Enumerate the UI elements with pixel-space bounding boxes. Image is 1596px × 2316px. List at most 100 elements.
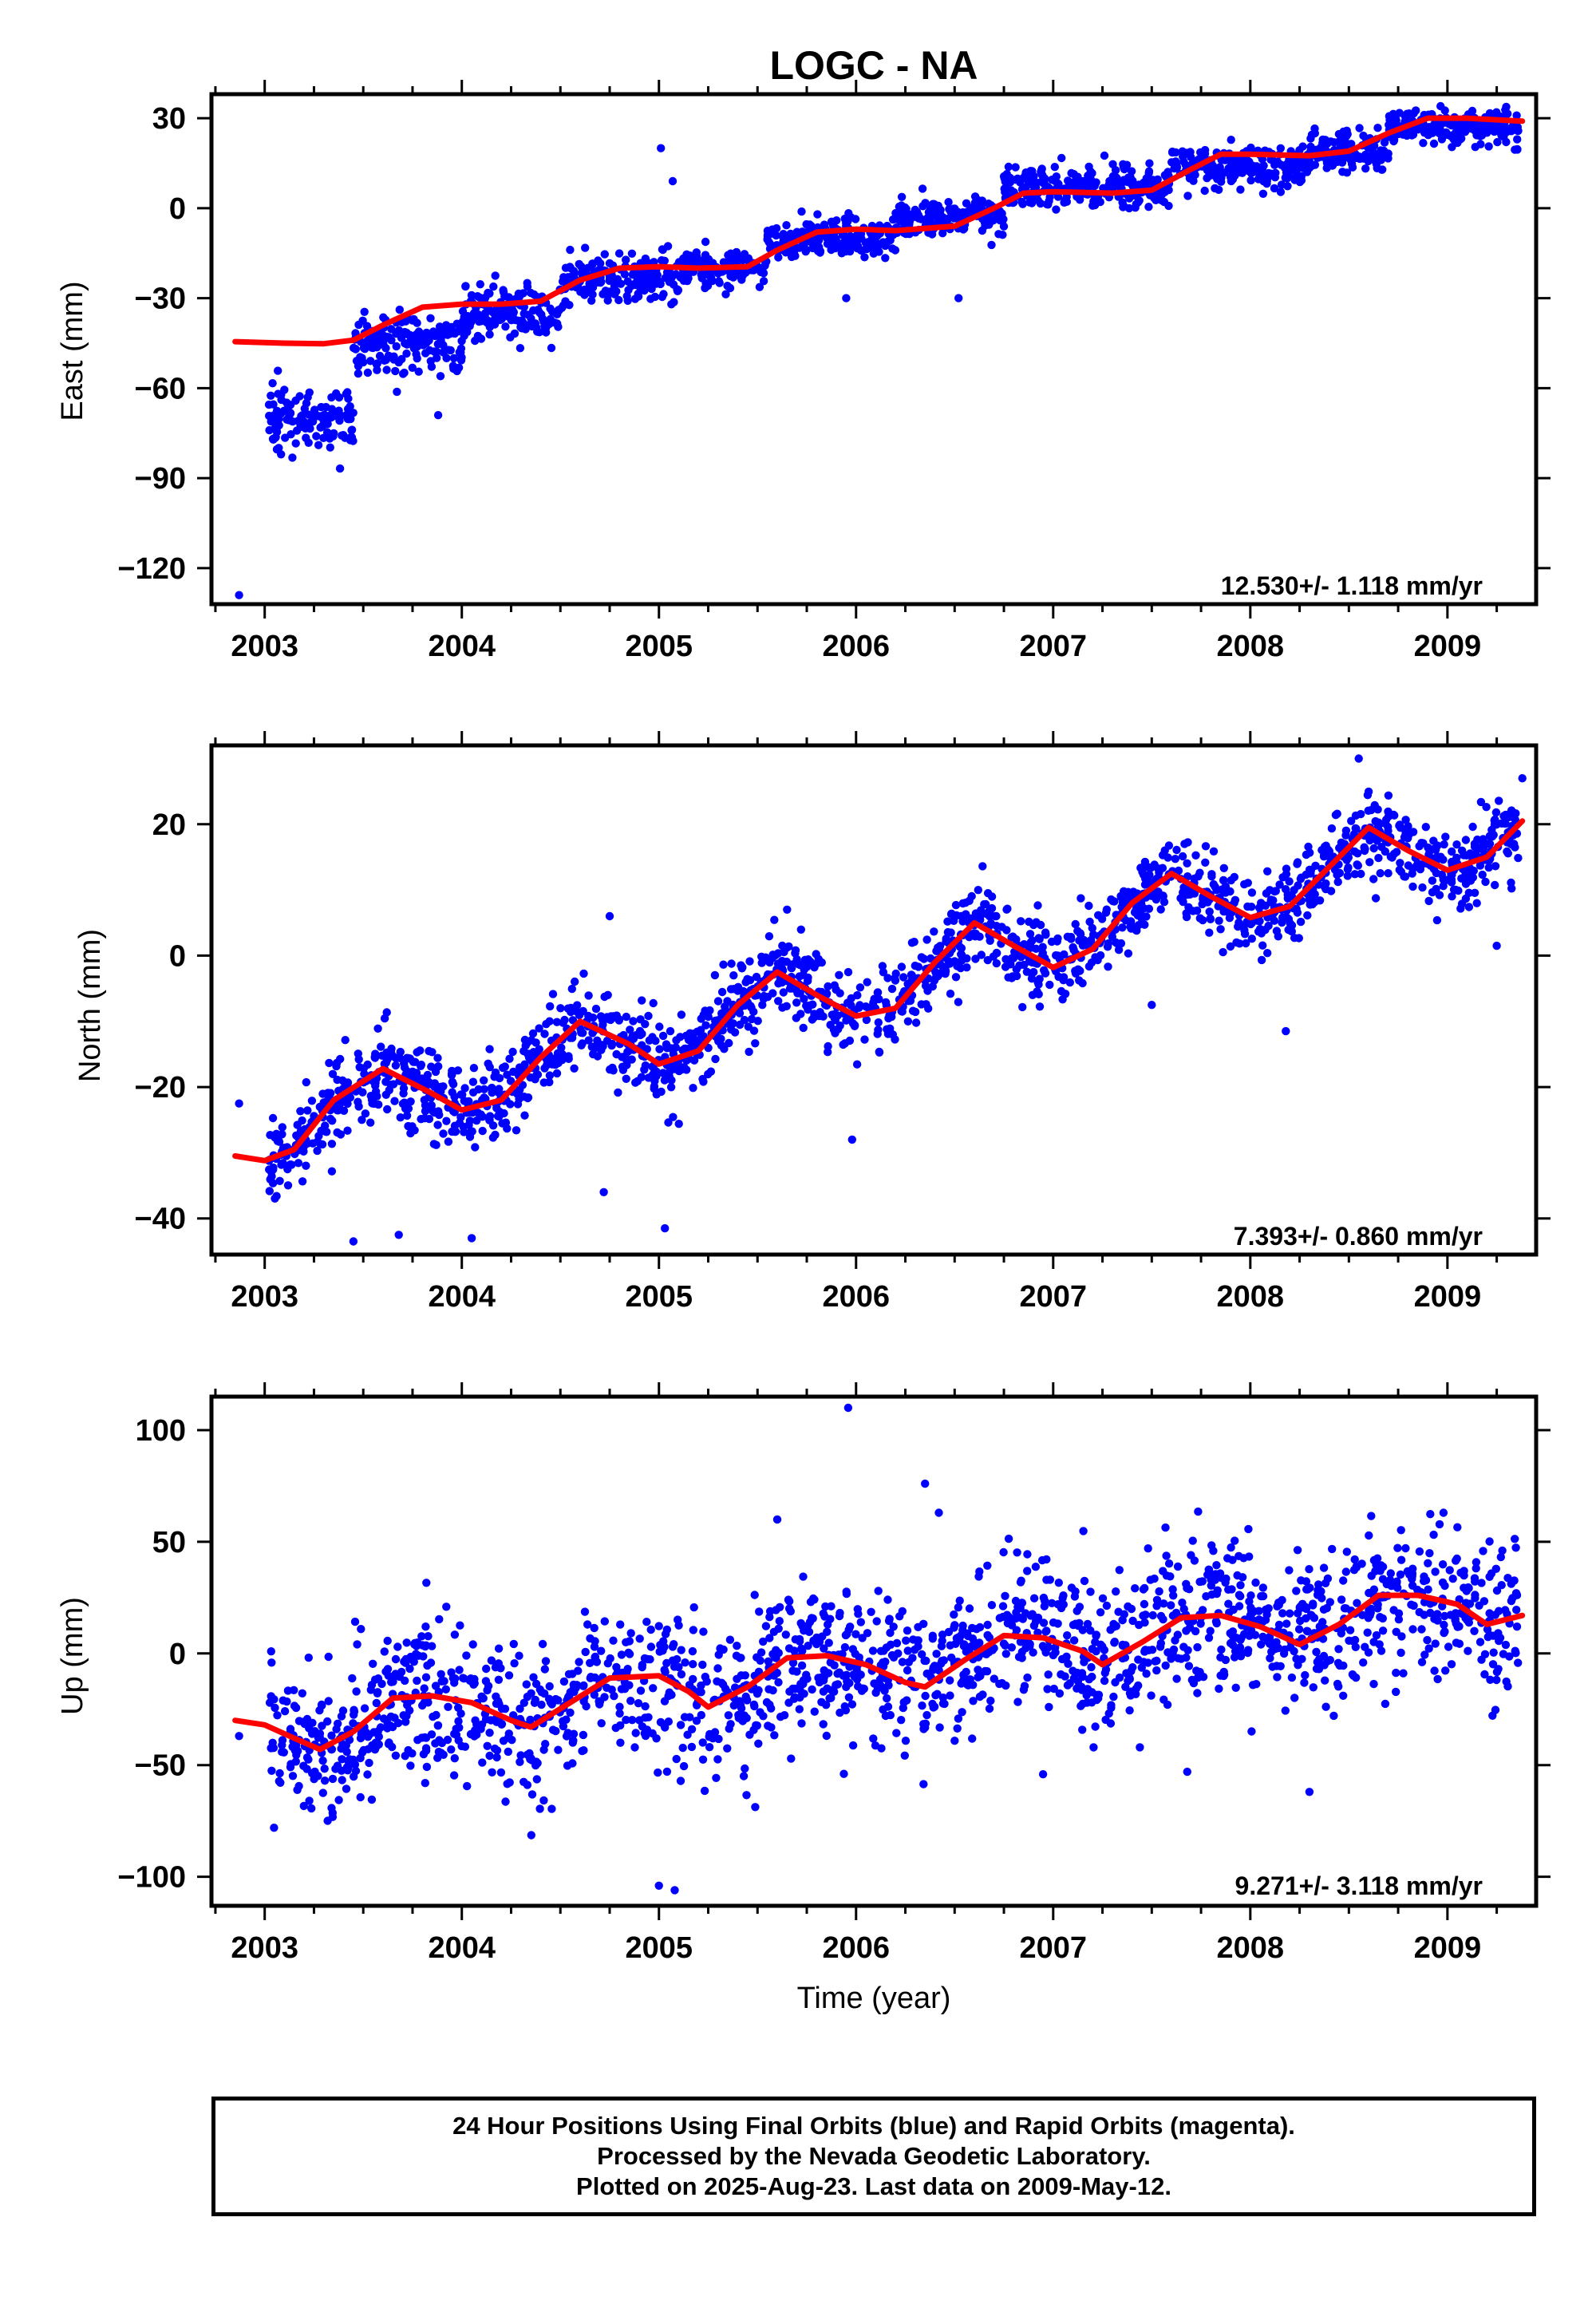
north-data-point bbox=[1033, 901, 1042, 910]
east-data-point bbox=[778, 231, 787, 241]
up-data-point bbox=[1441, 1666, 1450, 1675]
up-data-point bbox=[689, 1603, 698, 1612]
up-data-point bbox=[1159, 1567, 1167, 1575]
north-data-point bbox=[1261, 901, 1270, 911]
north-data-point bbox=[572, 1007, 581, 1016]
east-data-point bbox=[667, 300, 676, 309]
north-data-point bbox=[529, 1048, 538, 1057]
north-data-point bbox=[1219, 887, 1228, 896]
north-data-point bbox=[1232, 938, 1241, 947]
north-data-point bbox=[448, 1080, 458, 1089]
north-data-point bbox=[1172, 845, 1181, 855]
east-data-point bbox=[992, 213, 1001, 223]
east-data-point bbox=[379, 313, 388, 322]
east-data-point bbox=[1513, 126, 1522, 135]
up-data-point bbox=[468, 1640, 477, 1649]
north-data-point bbox=[1478, 870, 1487, 879]
up-data-point bbox=[1333, 1679, 1342, 1689]
up-data-point bbox=[1350, 1555, 1359, 1564]
up-data-point bbox=[635, 1716, 644, 1725]
up-data-point bbox=[1408, 1625, 1417, 1634]
north-data-point bbox=[792, 998, 801, 1007]
north-data-point bbox=[1293, 858, 1302, 867]
north-data-point bbox=[363, 1060, 372, 1069]
east-data-point bbox=[343, 388, 352, 397]
north-data-point bbox=[349, 1237, 358, 1246]
north-data-point bbox=[439, 1129, 448, 1138]
north-x-tick-label: 2007 bbox=[1020, 1280, 1088, 1314]
up-data-point bbox=[367, 1795, 377, 1804]
north-data-point bbox=[677, 1010, 686, 1019]
east-data-point bbox=[397, 334, 406, 342]
east-data-point bbox=[575, 259, 583, 269]
east-data-point bbox=[1354, 152, 1363, 161]
north-data-point bbox=[631, 1078, 640, 1087]
up-data-point bbox=[539, 1796, 548, 1805]
up-data-point bbox=[1378, 1575, 1388, 1583]
north-data-point bbox=[761, 953, 770, 962]
north-data-point bbox=[268, 1113, 278, 1123]
up-data-point bbox=[1300, 1678, 1309, 1687]
east-data-point bbox=[277, 390, 286, 399]
up-data-point bbox=[1312, 1647, 1321, 1657]
north-data-point bbox=[540, 1064, 549, 1073]
east-data-point bbox=[733, 269, 742, 278]
north-data-point bbox=[1247, 888, 1257, 897]
north-data-point bbox=[433, 1120, 442, 1129]
north-data-point bbox=[1176, 894, 1185, 903]
east-data-point bbox=[346, 436, 355, 445]
up-data-point bbox=[1236, 1591, 1245, 1601]
north-data-point bbox=[1186, 890, 1195, 899]
east-data-point bbox=[1203, 174, 1211, 183]
north-data-point bbox=[874, 1018, 883, 1027]
up-data-point bbox=[1305, 1565, 1314, 1574]
east-data-point bbox=[291, 439, 300, 448]
north-data-point bbox=[528, 1029, 538, 1038]
east-data-point bbox=[1373, 124, 1382, 132]
north-data-point bbox=[545, 1077, 554, 1087]
north-data-point bbox=[292, 1131, 301, 1140]
up-data-point bbox=[454, 1703, 463, 1712]
north-data-point bbox=[1207, 872, 1216, 881]
up-data-point bbox=[538, 1639, 547, 1649]
east-data-point bbox=[881, 254, 890, 263]
east-data-point bbox=[446, 346, 455, 355]
east-data-point bbox=[1203, 166, 1212, 175]
north-data-point bbox=[265, 1187, 274, 1196]
north-data-point bbox=[749, 1026, 759, 1035]
north-data-point bbox=[589, 1049, 598, 1059]
up-data-point bbox=[1059, 1591, 1068, 1600]
north-data-point bbox=[983, 955, 993, 965]
east-data-point bbox=[802, 219, 811, 229]
north-data-point bbox=[1057, 986, 1066, 996]
east-data-point bbox=[1335, 136, 1344, 146]
north-data-point bbox=[326, 1114, 335, 1124]
north-data-point bbox=[302, 1161, 310, 1170]
up-data-point bbox=[342, 1741, 350, 1750]
east-data-point bbox=[402, 349, 411, 358]
up-data-point bbox=[641, 1701, 650, 1711]
east-data-point bbox=[1018, 200, 1027, 208]
north-data-point bbox=[855, 983, 865, 992]
up-data-point bbox=[802, 1670, 811, 1679]
north-data-point bbox=[978, 862, 987, 871]
north-data-point bbox=[390, 1097, 399, 1105]
up-data-point bbox=[304, 1653, 313, 1662]
north-data-point bbox=[1333, 871, 1341, 879]
north-data-point bbox=[655, 1022, 664, 1031]
east-data-point bbox=[914, 211, 923, 219]
east-data-point bbox=[1334, 129, 1344, 139]
north-data-point bbox=[1067, 935, 1076, 943]
east-points bbox=[235, 101, 1523, 599]
east-data-point bbox=[282, 398, 291, 407]
east-data-point bbox=[1031, 183, 1041, 192]
north-data-point bbox=[662, 1040, 671, 1049]
north-data-point bbox=[408, 1122, 417, 1131]
north-data-point bbox=[745, 1047, 753, 1057]
up-data-point bbox=[1091, 1722, 1100, 1731]
north-data-point bbox=[917, 953, 926, 962]
north-data-point bbox=[417, 1061, 425, 1071]
north-data-point bbox=[1384, 791, 1393, 800]
up-data-point bbox=[1334, 1645, 1343, 1654]
east-data-point bbox=[395, 305, 404, 314]
